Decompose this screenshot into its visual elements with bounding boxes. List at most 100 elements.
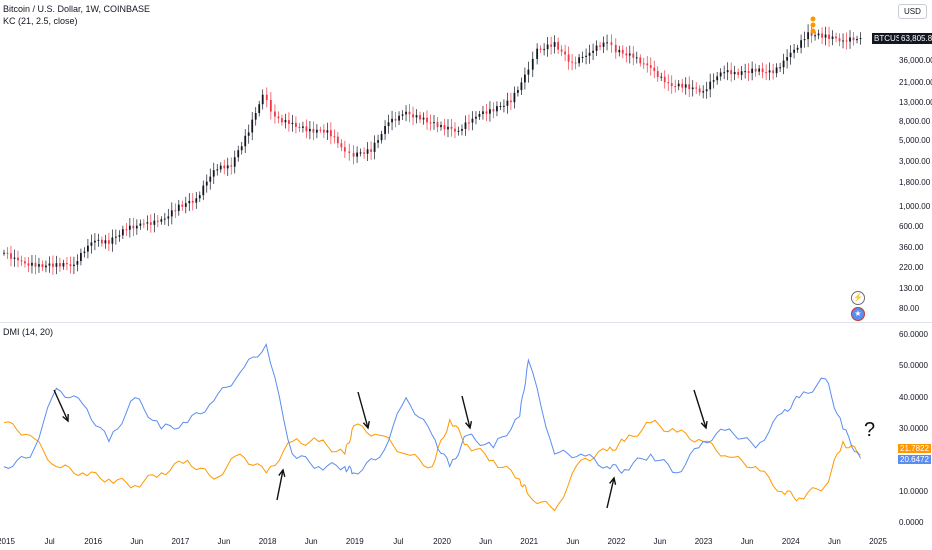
candle-body (831, 36, 834, 39)
candle-body (408, 111, 411, 115)
arrow-icon (461, 395, 471, 429)
candle-body (461, 128, 463, 131)
candle-body (223, 165, 226, 169)
time-tick-label: Jun (217, 537, 231, 546)
candle-body (447, 126, 449, 130)
price-tick-label: 600.00 (899, 222, 924, 232)
candle-body (73, 264, 75, 267)
candle-body (737, 71, 740, 75)
candle-body (606, 42, 608, 44)
candle-body (436, 122, 439, 128)
arrow-icon (609, 476, 617, 485)
flash-icon[interactable]: ⚡ (851, 291, 865, 305)
candle-body (121, 229, 124, 236)
candle-body (754, 68, 757, 72)
candle-body (291, 122, 294, 124)
candle-body (621, 49, 624, 54)
candle-body (181, 204, 184, 207)
minus-di-value-tag: 20.6472 (898, 455, 931, 464)
candle-body (557, 42, 560, 50)
candle-body (247, 132, 250, 136)
candle-body (524, 74, 526, 83)
candle-body (356, 152, 358, 157)
candle-body (170, 210, 173, 217)
candle-body (835, 36, 837, 39)
candle-body (614, 44, 617, 53)
candle-body (128, 225, 131, 230)
candle-body (786, 57, 789, 61)
arrow-icon (53, 389, 69, 422)
candle-body (340, 143, 343, 148)
candle-body (803, 39, 806, 41)
candle-body (237, 150, 240, 158)
candle-body (118, 235, 121, 237)
candle-body (838, 38, 841, 42)
candle-body (828, 34, 830, 39)
candle-body (628, 53, 631, 56)
candle-body (454, 128, 456, 132)
candle-body (352, 152, 355, 157)
candle-body (174, 210, 177, 212)
currency-button[interactable]: USD (898, 4, 927, 19)
candle-body (716, 76, 719, 81)
candle-body (723, 72, 726, 74)
candle-body (426, 117, 428, 123)
candle-body (309, 128, 311, 132)
candle-body (10, 253, 12, 259)
candle-body (503, 105, 505, 107)
time-tick-label: 2023 (694, 537, 713, 546)
candle-body (817, 33, 820, 36)
candle-body (765, 72, 768, 74)
time-tick-label: Jun (479, 537, 493, 546)
price-tick-label: 13,000.00 (899, 97, 932, 107)
candle-body (384, 126, 386, 134)
candle-body (450, 126, 453, 129)
candle-body (513, 92, 516, 103)
candle-body (751, 68, 754, 73)
time-tick-label: Jun (740, 537, 754, 546)
candle-body (93, 240, 96, 243)
us-flag-icon[interactable]: ★ (851, 307, 865, 321)
candle-body (649, 65, 652, 68)
time-tick-label: Jun (566, 537, 580, 546)
candle-body (775, 67, 778, 74)
candle-body (681, 83, 684, 88)
candle-body (212, 170, 215, 177)
price-tick-label: 80.00 (899, 304, 920, 313)
candle-body (709, 81, 712, 90)
candle-body (789, 52, 792, 58)
candle-body (202, 185, 205, 196)
candle-body (691, 87, 694, 90)
candle-body (747, 71, 750, 73)
pane-divider[interactable] (0, 322, 932, 323)
candle-body (782, 60, 785, 68)
arrow-icon (362, 420, 370, 430)
candle-body (38, 264, 40, 267)
candle-body (377, 140, 379, 143)
candle-body (793, 49, 795, 53)
candle-body (188, 200, 191, 204)
time-tick-label: Jun (304, 537, 318, 546)
candle-body (475, 116, 477, 119)
candle-body (251, 119, 254, 133)
candle-body (24, 261, 26, 264)
last-price-tag: 63,805.87 (899, 33, 932, 44)
price-tick-label: 130.00 (899, 284, 924, 294)
dmi-series (3, 343, 861, 512)
candle-body (97, 239, 100, 241)
candle-body (670, 83, 673, 87)
candle-body (471, 118, 474, 123)
candle-body (585, 55, 587, 57)
candle-body (546, 44, 549, 50)
candle-body (415, 115, 418, 118)
candle-body (363, 152, 365, 154)
candle-body (41, 264, 44, 268)
candle-body (571, 61, 573, 63)
candle-body (83, 251, 86, 253)
candle-body (45, 265, 47, 268)
candle-body (663, 76, 666, 83)
candle-body (684, 84, 687, 88)
candle-body (758, 68, 761, 72)
candle-body (370, 149, 372, 152)
